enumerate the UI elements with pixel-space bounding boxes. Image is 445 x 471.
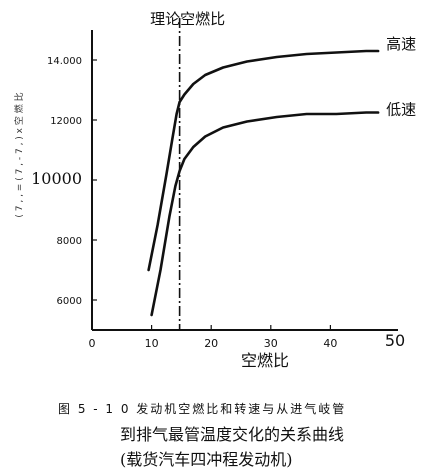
y-axis-label: ( 7 , , = ( 7 , - 7 , ) x 空 燃 比	[13, 92, 25, 217]
y-tick-label: 6000	[57, 296, 82, 307]
x-tick-label: 40	[323, 337, 337, 350]
x-tick-label: 10	[145, 337, 159, 350]
series-line-low-speed	[150, 111, 380, 317]
x-axis-label: 空燃比	[241, 351, 289, 370]
series-line-high-speed	[147, 49, 380, 272]
series-label-high-speed: 高速	[386, 35, 416, 53]
y-tick-label: 10000	[31, 169, 82, 188]
figure-caption-line-2: 到排气最管温度交化的关系曲线	[120, 425, 345, 444]
figure-caption-line-1: 图 5 - 1 0 发动机空燃比和转速与从进气岐管	[58, 402, 347, 416]
chart: 0 10 20 30 40 50 6000 8000 10000 12000 14.000 高速低速…	[13, 10, 416, 370]
x-tick-label: 50	[385, 331, 405, 350]
series-label-low-speed: 低速	[386, 101, 416, 119]
stoichiometric-label: 理论空燃比	[150, 10, 225, 28]
x-tick-label: 30	[264, 337, 278, 350]
x-tick-label: 0	[89, 337, 96, 350]
y-tick-label: 8000	[57, 236, 82, 247]
figure-caption-line-3: (载货汽车四冲程发动机)	[120, 450, 293, 469]
x-tick-label: 20	[204, 337, 218, 350]
y-tick-label: 14.000	[47, 56, 82, 67]
y-tick-label: 12000	[50, 116, 82, 127]
